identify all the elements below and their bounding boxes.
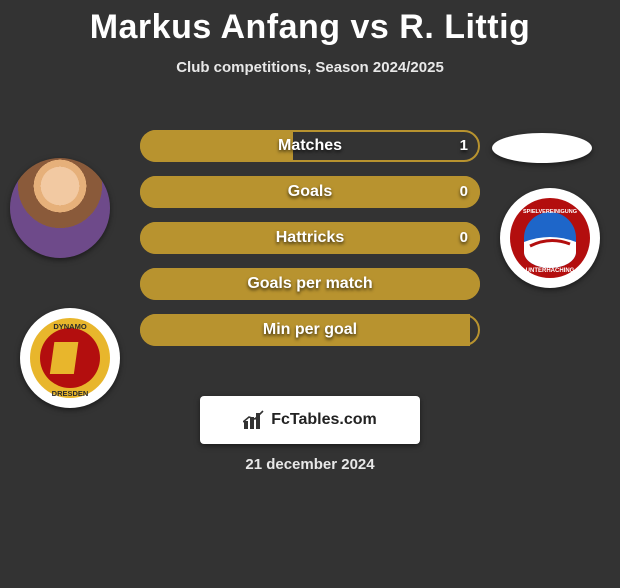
svg-text:DRESDEN: DRESDEN bbox=[52, 389, 89, 398]
title-player1: Markus Anfang bbox=[90, 8, 341, 46]
player2-club-badge: SPIELVEREINIGUNG UNTERHACHING bbox=[500, 188, 600, 288]
stat-row-goals-per-match: Goals per match bbox=[140, 268, 480, 300]
bar-value: 0 bbox=[460, 176, 468, 208]
player1-avatar bbox=[10, 158, 110, 258]
svg-text:UNTERHACHING: UNTERHACHING bbox=[526, 268, 575, 274]
stats-bars: Matches 1 Goals 0 Hattricks 0 Goals per … bbox=[140, 130, 480, 360]
stat-row-hattricks: Hattricks 0 bbox=[140, 222, 480, 254]
bar-label: Min per goal bbox=[140, 314, 480, 346]
unterhaching-icon: SPIELVEREINIGUNG UNTERHACHING bbox=[508, 196, 592, 280]
bar-chart-icon bbox=[243, 410, 265, 430]
player1-club-badge: DYNAMO DRESDEN bbox=[20, 308, 120, 408]
brand-box: FcTables.com bbox=[200, 396, 420, 444]
bar-label: Hattricks bbox=[140, 222, 480, 254]
title-player2: R. Littig bbox=[399, 8, 530, 46]
title-vs: vs bbox=[350, 8, 389, 46]
page-title: Markus Anfang vs R. Littig bbox=[0, 8, 620, 47]
svg-text:SPIELVEREINIGUNG: SPIELVEREINIGUNG bbox=[523, 209, 577, 215]
brand-text: FcTables.com bbox=[271, 411, 377, 429]
dynamo-dresden-icon: DYNAMO DRESDEN bbox=[28, 316, 112, 400]
stat-row-min-per-goal: Min per goal bbox=[140, 314, 480, 346]
subtitle: Club competitions, Season 2024/2025 bbox=[0, 59, 620, 76]
svg-text:DYNAMO: DYNAMO bbox=[53, 322, 86, 331]
footer-date: 21 december 2024 bbox=[0, 456, 620, 473]
bar-value: 1 bbox=[460, 130, 468, 162]
bar-label: Goals per match bbox=[140, 268, 480, 300]
player2-avatar-placeholder bbox=[492, 133, 592, 163]
bar-label: Goals bbox=[140, 176, 480, 208]
stat-row-matches: Matches 1 bbox=[140, 130, 480, 162]
stat-row-goals: Goals 0 bbox=[140, 176, 480, 208]
bar-value: 0 bbox=[460, 222, 468, 254]
bar-label: Matches bbox=[140, 130, 480, 162]
